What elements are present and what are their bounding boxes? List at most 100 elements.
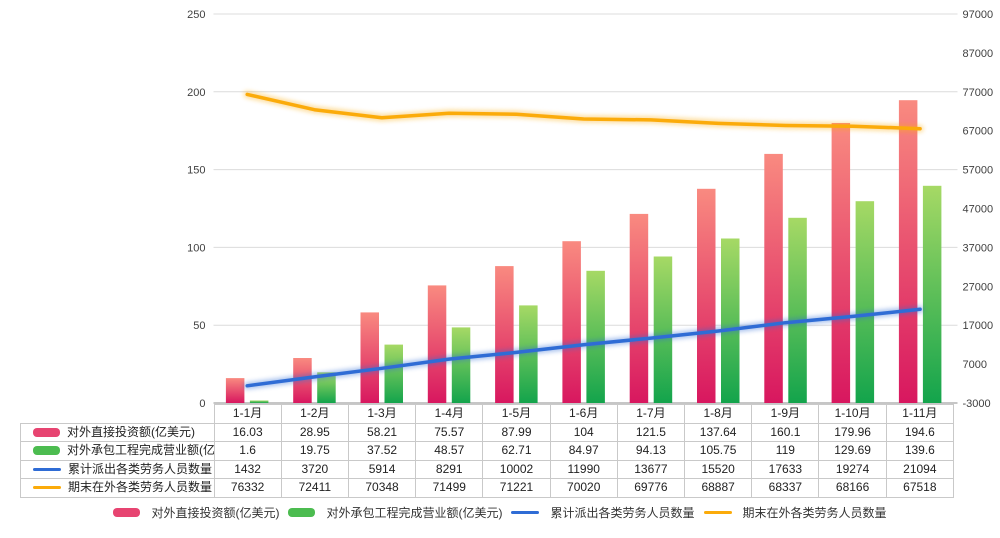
bar-series-2[interactable] xyxy=(586,270,605,403)
table-series-label: 对外承包工程完成营业额(亿美元) xyxy=(20,441,215,461)
left-axis-tick: 50 xyxy=(193,320,205,332)
table-value-cell: 69776 xyxy=(616,478,686,498)
data-table-wrap: 1-1月 1-2月 1-3月 1-4月 1-5月 1-6月 1-7月 1-8月 1-9月 1-10… xyxy=(20,404,955,498)
table-value-cell: 71499 xyxy=(415,478,484,498)
right-axis-tick: 37000 xyxy=(963,242,994,254)
bar-series-2[interactable] xyxy=(317,372,336,403)
x-category-label: 1-5月 xyxy=(482,404,551,424)
bar-series-1[interactable] xyxy=(764,153,783,403)
table-value-cell: 19.75 xyxy=(280,441,349,461)
table-value-cell: 68337 xyxy=(751,478,820,498)
bar-series-2[interactable] xyxy=(788,217,807,403)
table-value-cell: 16.03 xyxy=(213,422,282,442)
legend-swatch-bar-red xyxy=(113,508,141,517)
x-category-label: 1-9月 xyxy=(751,404,820,424)
table-value-cell: 71221 xyxy=(482,478,551,498)
line-glow xyxy=(243,90,924,133)
table-swatch-bar xyxy=(33,427,60,437)
bar-series-1[interactable] xyxy=(495,266,514,403)
table-value-cell: 68887 xyxy=(684,478,753,498)
table-value-cell: 21094 xyxy=(885,459,955,479)
bar-series-2[interactable] xyxy=(451,327,471,403)
table-value-cell: 8291 xyxy=(415,459,484,479)
table-row: 对外直接投资额(亿美元) 16.03 28.95 58.21 75.57 87.99 104… xyxy=(20,422,955,442)
right-axis-tick: 97000 xyxy=(963,9,994,21)
bar-series-1[interactable] xyxy=(831,123,851,403)
right-axis-tick: 67000 xyxy=(963,126,994,138)
bar-series-1[interactable] xyxy=(697,188,716,403)
bar-series-2[interactable] xyxy=(855,201,875,403)
table-series-label: 期末在外各类劳务人员数量 xyxy=(20,478,215,498)
table-corner xyxy=(21,405,215,424)
table-value-cell: 70348 xyxy=(347,478,417,498)
x-category-label: 1-10月 xyxy=(818,404,887,424)
table-value-cell: 94.13 xyxy=(616,441,686,461)
line-series-4[interactable] xyxy=(245,92,922,131)
table-value-cell: 76332 xyxy=(213,478,282,498)
legend-item-direct-investment[interactable]: 对外直接投资额(亿美元) xyxy=(113,504,279,521)
table-value-cell: 28.95 xyxy=(280,422,349,442)
table-row: 累计派出各类劳务人员数量 1432 3720 5914 8291 10002 11990 13… xyxy=(20,459,955,479)
right-axis-tick: 7000 xyxy=(963,359,987,371)
bar-series-1[interactable] xyxy=(360,312,380,403)
table-swatch-line xyxy=(33,467,61,471)
bar-series-2[interactable] xyxy=(721,238,740,404)
legend-swatch-line-orange xyxy=(703,511,732,514)
bar-series-1[interactable] xyxy=(225,378,245,403)
x-category-label: 1-4月 xyxy=(415,404,484,424)
table-value-cell: 67518 xyxy=(885,478,955,498)
right-axis-tick: 57000 xyxy=(963,165,994,177)
line-series-3[interactable] xyxy=(245,307,922,388)
table-value-cell: 3720 xyxy=(280,459,349,479)
x-category-label: 1-6月 xyxy=(549,404,618,424)
table-value-cell: 129.69 xyxy=(818,441,887,461)
table-row: 期末在外各类劳务人员数量 76332 72411 70348 71499 71221 700… xyxy=(20,478,955,498)
left-axis-tick: 150 xyxy=(187,165,205,177)
right-axis-tick: 87000 xyxy=(963,48,994,60)
table-value-cell: 19274 xyxy=(818,459,887,479)
table-value-cell: 104 xyxy=(549,422,618,442)
legend-item-contracted-projects[interactable]: 对外承包工程完成营业额(亿美元) xyxy=(288,504,502,521)
table-row: 对外承包工程完成营业额(亿美元)1.619.7537.5248.5762.718… xyxy=(20,441,955,461)
table-value-cell: 119 xyxy=(751,441,820,461)
table-value-cell: 105.75 xyxy=(684,441,753,461)
table-series-label: 累计派出各类劳务人员数量 xyxy=(20,459,215,479)
bar-series-2[interactable] xyxy=(922,185,942,403)
table-value-cell: 194.6 xyxy=(885,422,955,442)
table-value-cell: 1.6 xyxy=(213,441,282,461)
bar-series-1[interactable] xyxy=(898,100,918,403)
bar-series-1[interactable] xyxy=(562,241,581,403)
legend-item-workers-abroad[interactable]: 期末在外各类劳务人员数量 xyxy=(703,504,887,521)
table-value-cell: 87.99 xyxy=(482,422,551,442)
table-value-cell: 15520 xyxy=(684,459,753,479)
right-axis-tick: 27000 xyxy=(963,281,994,293)
table-value-cell: 121.5 xyxy=(616,422,686,442)
table-value-cell: 37.52 xyxy=(347,441,417,461)
legend-swatch-line-blue xyxy=(511,511,540,514)
table-value-cell: 17633 xyxy=(751,459,820,479)
bar-series-1[interactable] xyxy=(427,285,447,403)
bar-series-1[interactable] xyxy=(629,213,649,403)
table-value-cell: 48.57 xyxy=(415,441,484,461)
legend-label: 期末在外各类劳务人员数量 xyxy=(742,506,887,520)
table-series-label: 对外直接投资额(亿美元) xyxy=(20,422,215,442)
legend-label: 对外承包工程完成营业额(亿美元) xyxy=(326,506,503,520)
data-table: 1-1月 1-2月 1-3月 1-4月 1-5月 1-6月 1-7月 1-8月 1-9月 1-10… xyxy=(20,404,955,498)
table-value-cell: 84.97 xyxy=(549,441,618,461)
left-axis-tick: 0 xyxy=(199,398,205,410)
left-axis-tick: 200 xyxy=(187,87,205,99)
bar-series-2[interactable] xyxy=(653,256,673,404)
bar-series-2[interactable] xyxy=(249,400,269,404)
table-value-cell: 160.1 xyxy=(751,422,820,442)
table-value-cell: 137.64 xyxy=(684,422,753,442)
right-axis-tick: 77000 xyxy=(963,87,994,99)
table-value-cell: 179.96 xyxy=(818,422,887,442)
right-axis-tick: -3000 xyxy=(963,398,991,410)
table-value-cell: 11990 xyxy=(549,459,618,479)
bar-series-2[interactable] xyxy=(384,344,404,403)
legend-item-cumulative-workers[interactable]: 累计派出各类劳务人员数量 xyxy=(511,504,695,521)
table-value-cell: 10002 xyxy=(482,459,551,479)
x-category-label: 1-1月 xyxy=(213,404,282,424)
right-axis-tick: 47000 xyxy=(963,204,994,216)
table-value-cell: 75.57 xyxy=(415,422,484,442)
